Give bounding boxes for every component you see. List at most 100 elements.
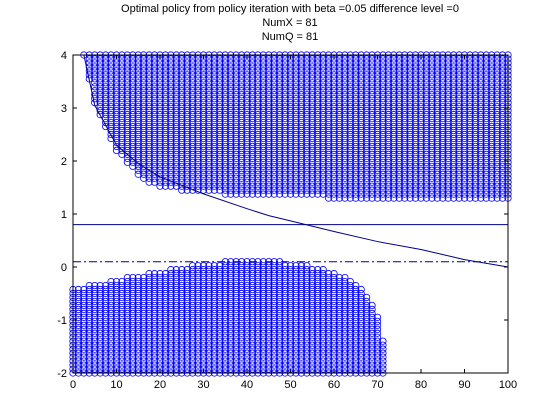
policy-marker-upper [422,178,431,186]
policy-marker-upper [178,174,186,182]
policy-marker-lower [341,357,349,365]
policy-marker-lower [150,273,159,282]
policy-marker-lower [194,289,202,298]
policy-marker-lower [232,285,240,294]
policy-marker-upper [140,55,148,63]
policy-marker-lower [183,333,191,341]
policy-marker-upper [498,107,507,115]
policy-marker-upper [297,83,305,91]
policy-marker-upper [237,126,246,135]
policy-marker-lower [150,309,159,317]
policy-marker-upper [406,95,414,103]
policy-marker-lower [259,329,267,337]
policy-marker-upper [368,83,376,91]
policy-marker-lower [96,305,104,313]
policy-marker-upper [433,186,441,194]
policy-marker-upper [341,166,349,174]
policy-marker-upper [145,99,153,107]
policy-marker-upper [140,170,148,178]
policy-marker-upper [498,59,507,67]
policy-marker-upper [107,95,115,103]
policy-marker-lower [319,266,327,274]
policy-marker-upper [422,79,431,87]
policy-marker-upper [292,130,300,139]
policy-marker-upper [439,91,447,99]
policy-marker-upper [455,67,463,75]
policy-marker-upper [270,83,278,91]
policy-marker-upper [232,174,240,182]
policy-marker-upper [341,162,349,170]
policy-marker-upper [341,142,349,151]
policy-marker-upper [324,186,333,194]
policy-marker-upper [265,83,273,91]
policy-marker-upper [373,79,382,87]
policy-marker-upper [411,79,420,87]
policy-marker-upper [265,122,273,131]
policy-marker-upper [216,146,224,154]
policy-marker-upper [357,170,365,178]
policy-marker-upper [237,130,246,139]
policy-marker-upper [199,63,208,71]
policy-marker-upper [395,142,403,151]
policy-marker-lower [156,309,164,317]
policy-marker-upper [172,75,180,83]
policy-marker-upper [319,174,327,182]
policy-marker-lower [286,273,295,282]
policy-marker-upper [270,118,278,127]
policy-marker-lower [341,329,349,337]
policy-marker-upper [156,170,164,178]
policy-marker-upper [450,154,458,162]
policy-marker-upper [303,174,311,182]
policy-marker-lower [276,329,284,337]
policy-marker-lower [308,317,316,325]
policy-marker-upper [324,150,333,158]
policy-marker-upper [477,63,485,71]
policy-marker-upper [390,166,398,174]
policy-marker-upper [150,146,159,154]
policy-marker-upper [330,63,338,71]
policy-marker-upper [210,186,218,194]
policy-marker-upper [123,83,131,91]
policy-marker-upper [439,190,447,198]
policy-marker-upper [498,118,507,127]
policy-marker-upper [395,130,403,139]
policy-marker-upper [189,146,197,154]
policy-marker-upper [150,130,159,139]
policy-marker-lower [129,349,137,357]
policy-marker-lower [352,285,360,294]
policy-marker-upper [248,126,257,135]
policy-marker-lower [237,281,246,290]
policy-marker-upper [319,138,327,147]
policy-marker-lower [178,266,186,274]
policy-marker-lower [357,317,365,325]
policy-marker-upper [161,154,170,162]
policy-marker-upper [428,107,436,115]
policy-marker-lower [363,305,371,313]
policy-marker-lower [161,353,170,361]
policy-marker-upper [189,87,197,95]
policy-marker-upper [156,158,164,166]
policy-marker-upper [319,150,327,158]
policy-marker-upper [303,154,311,162]
policy-marker-upper [210,122,218,131]
policy-marker-upper [308,99,316,107]
policy-marker-lower [205,333,213,341]
policy-marker-upper [91,59,99,67]
policy-marker-upper [102,103,110,111]
policy-marker-lower [297,349,305,357]
policy-marker-upper [368,103,376,111]
policy-marker-lower [303,293,311,302]
policy-marker-lower [335,329,344,337]
policy-marker-lower [194,270,202,278]
policy-marker-lower [232,270,240,278]
policy-marker-lower [270,297,278,306]
policy-marker-lower [243,333,251,341]
policy-marker-upper [178,138,186,147]
policy-marker-upper [189,142,197,151]
policy-marker-upper [319,55,327,63]
policy-marker-upper [444,182,452,190]
policy-marker-upper [205,59,213,67]
policy-marker-lower [85,293,93,302]
policy-marker-lower [194,293,202,302]
policy-marker-upper [232,122,240,131]
